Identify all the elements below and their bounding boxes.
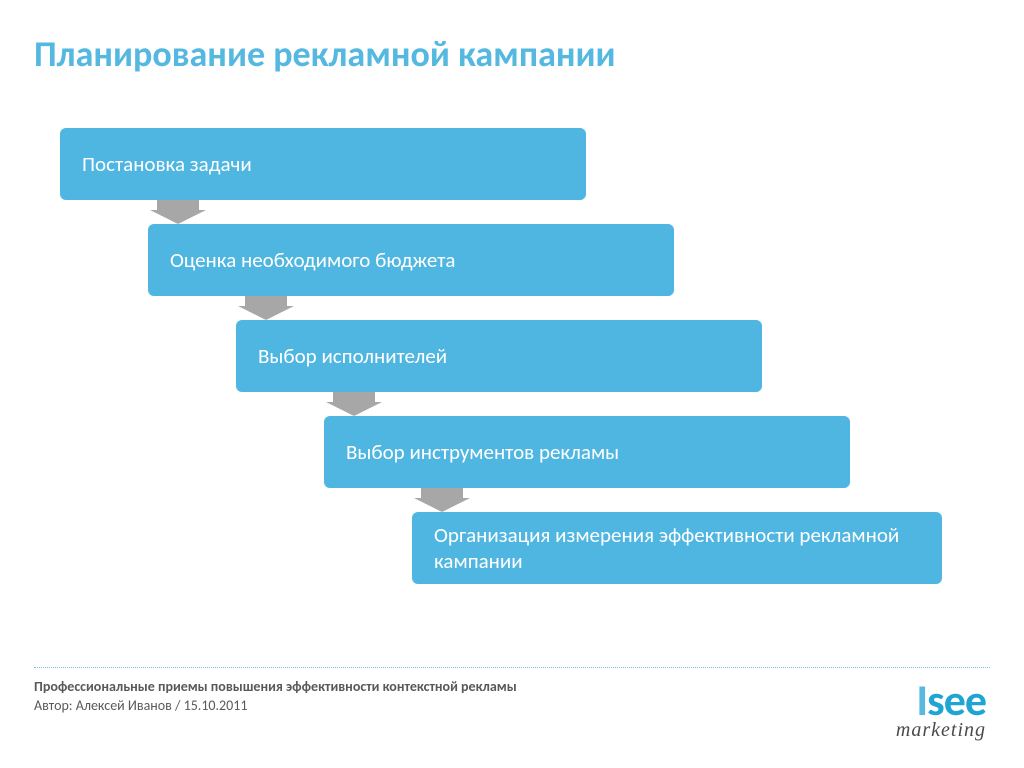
- step-box-3: Выбор исполнителей: [236, 320, 762, 392]
- step-box-1: Постановка задачи: [60, 128, 586, 200]
- slide-title: Планирование рекламной кампании: [34, 32, 616, 76]
- step-label: Оценка необходимого бюджета: [170, 247, 455, 273]
- footer-author: Автор: Алексей Иванов / 15.10.2011: [34, 697, 517, 716]
- step-label: Постановка задачи: [82, 151, 252, 177]
- step-label: Выбор инструментов рекламы: [346, 439, 619, 465]
- step-box-2: Оценка необходимого бюджета: [148, 224, 674, 296]
- step-label: Выбор исполнителей: [258, 343, 447, 369]
- flow-arrow-icon: [150, 200, 206, 224]
- flow-arrow-icon: [414, 488, 470, 512]
- step-box-4: Выбор инструментов рекламы: [324, 416, 850, 488]
- step-label: Организация измерения эффективности рекл…: [434, 522, 920, 574]
- flow-arrow-icon: [238, 296, 294, 320]
- footer-title: Профессиональные приемы повышения эффект…: [34, 678, 517, 697]
- logo: Isee marketing: [896, 673, 986, 742]
- step-box-5: Организация измерения эффективности рекл…: [412, 512, 942, 584]
- logo-subtext: marketing: [896, 719, 986, 742]
- footer: Профессиональные приемы повышения эффект…: [34, 678, 517, 716]
- flow-arrow-icon: [326, 392, 382, 416]
- footer-divider: [34, 667, 990, 668]
